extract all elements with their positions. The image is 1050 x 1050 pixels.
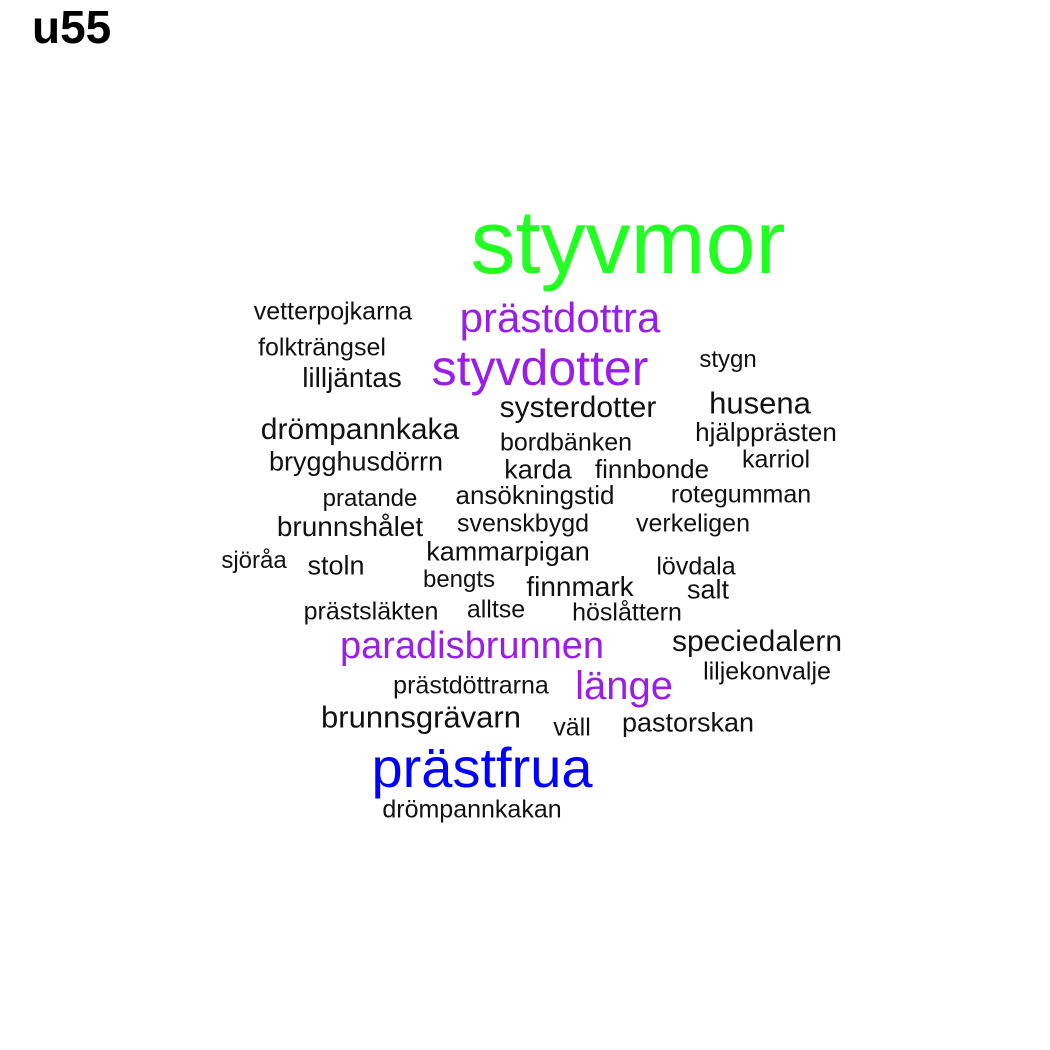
cloud-word: brunnsgrävarn xyxy=(321,699,521,735)
cloud-word: höslåttern xyxy=(572,598,682,627)
cloud-word: pratande xyxy=(322,485,418,512)
cloud-word: styvmor xyxy=(470,193,786,293)
page-title: u55 xyxy=(32,1,112,53)
cloud-word: sjöråa xyxy=(221,547,287,574)
cloud-word: lövdala xyxy=(656,552,736,581)
cloud-word: länge xyxy=(575,664,673,708)
cloud-word: systerdotter xyxy=(499,391,657,424)
cloud-word: brunnshålet xyxy=(276,511,424,542)
cloud-word: vetterpojkarna xyxy=(253,297,413,326)
cloud-word: alltse xyxy=(466,595,526,624)
cloud-word: karda xyxy=(504,454,572,485)
cloud-word: liljekonvalje xyxy=(703,657,831,686)
cloud-word: kammarpigan xyxy=(426,536,590,567)
cloud-word: stoln xyxy=(307,550,365,581)
cloud-word: styvdotter xyxy=(431,340,649,396)
cloud-word: pastorskan xyxy=(621,707,755,738)
cloud-word: paradisbrunnen xyxy=(339,625,605,667)
cloud-word: hjälpprästen xyxy=(695,417,837,447)
cloud-word: rotegumman xyxy=(670,480,812,509)
cloud-word: väll xyxy=(553,713,591,742)
cloud-word: bengts xyxy=(422,566,496,593)
cloud-word: prästfrua xyxy=(371,736,593,799)
cloud-word: bordbänken xyxy=(499,428,633,457)
cloud-word: salt xyxy=(686,574,730,605)
cloud-word: prästsläkten xyxy=(303,597,439,626)
cloud-word: husena xyxy=(709,385,811,421)
cloud-word: svenskbygd xyxy=(456,509,590,538)
cloud-word: prästdottra xyxy=(459,294,661,341)
cloud-word: prästdöttrarna xyxy=(393,671,549,700)
cloud-word: karriol xyxy=(741,445,811,474)
cloud-word: verkeligen xyxy=(636,509,750,538)
cloud-word: folkträngsel xyxy=(258,333,386,362)
cloud-word: drömpannkakan xyxy=(382,795,562,824)
cloud-word: brygghusdörrn xyxy=(268,446,444,477)
cloud-word: ansökningstid xyxy=(455,480,615,510)
cloud-word: stygn xyxy=(699,346,757,373)
cloud-word: speciedalern xyxy=(671,625,843,658)
cloud-word: finnmark xyxy=(526,571,634,602)
cloud-word: drömpannkaka xyxy=(260,413,460,446)
cloud-word: finnbonde xyxy=(594,454,710,484)
cloud-word: lilljäntas xyxy=(302,362,402,393)
